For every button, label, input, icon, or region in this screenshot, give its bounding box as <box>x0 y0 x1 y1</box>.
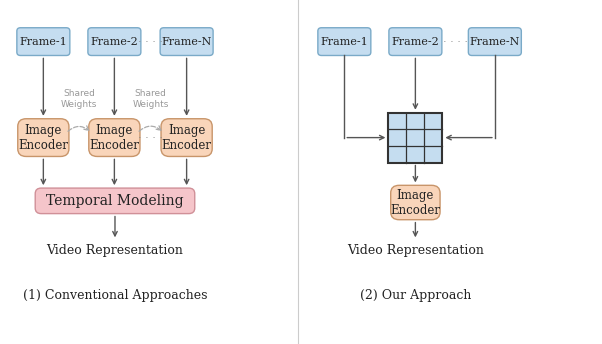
Text: Frame-N: Frame-N <box>161 36 212 47</box>
FancyBboxPatch shape <box>36 188 195 214</box>
FancyArrowPatch shape <box>68 126 88 131</box>
FancyBboxPatch shape <box>17 28 70 55</box>
Text: Shared
Weights: Shared Weights <box>132 89 169 109</box>
Text: Frame-1: Frame-1 <box>19 36 67 47</box>
FancyBboxPatch shape <box>389 28 442 55</box>
Text: Image
Encoder: Image Encoder <box>18 123 69 152</box>
FancyArrowPatch shape <box>139 126 161 131</box>
Text: Frame-2: Frame-2 <box>391 36 439 47</box>
Text: (2) Our Approach: (2) Our Approach <box>359 289 471 302</box>
Text: · · · ·: · · · · <box>138 132 163 143</box>
Text: Frame-N: Frame-N <box>470 36 520 47</box>
Text: Video Representation: Video Representation <box>46 244 184 257</box>
Text: · · · ·: · · · · <box>442 36 468 47</box>
FancyBboxPatch shape <box>88 28 141 55</box>
Bar <box>388 112 442 163</box>
FancyBboxPatch shape <box>89 119 140 157</box>
Text: · · · ·: · · · · <box>138 36 163 47</box>
Text: Frame-1: Frame-1 <box>320 36 368 47</box>
Text: Frame-2: Frame-2 <box>90 36 138 47</box>
FancyBboxPatch shape <box>161 119 213 157</box>
Text: Image
Encoder: Image Encoder <box>390 189 441 216</box>
FancyBboxPatch shape <box>160 28 213 55</box>
FancyBboxPatch shape <box>318 28 371 55</box>
FancyBboxPatch shape <box>391 185 440 220</box>
Text: Shared
Weights: Shared Weights <box>61 89 97 109</box>
Text: (1) Conventional Approaches: (1) Conventional Approaches <box>23 289 207 302</box>
FancyBboxPatch shape <box>18 119 69 157</box>
Text: Video Representation: Video Representation <box>347 244 484 257</box>
Text: Image
Encoder: Image Encoder <box>89 123 140 152</box>
Text: Image
Encoder: Image Encoder <box>161 123 212 152</box>
Text: Temporal Modeling: Temporal Modeling <box>46 194 184 208</box>
FancyBboxPatch shape <box>468 28 521 55</box>
